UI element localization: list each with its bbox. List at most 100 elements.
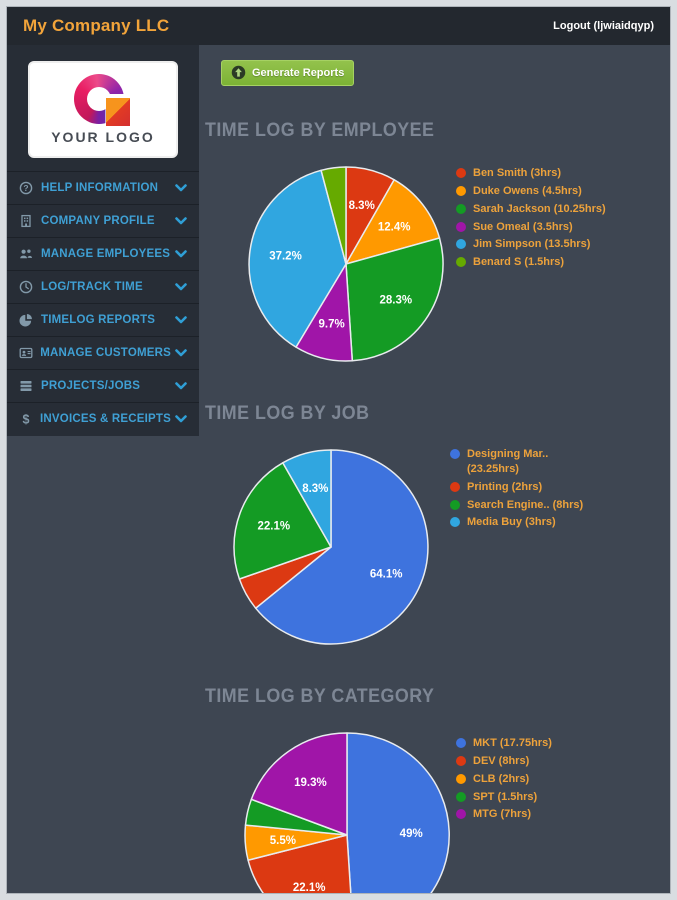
legend-dot-icon [456,755,466,766]
legend-label: CLB (2hrs) [473,772,530,785]
main-panel: Generate Reports TIME LOG BY EMPLOYEE 8.3… [199,45,670,893]
legend-label: MTG (7hrs) [473,808,532,821]
legend-label: Sarah Jackson (10.25hrs) [473,202,606,215]
app-window: My Company LLC Logout (ljwiaidqyp) YOUR … [7,7,670,893]
legend-dot-icon [456,257,466,268]
content-area: YOUR LOGO ? HELP INFORMATION COMPANY PROFI… [7,45,670,893]
pie-icon [19,313,41,327]
legend-label: Duke Owens (4.5hrs) [473,184,582,197]
chart-legend: MKT (17.75hrs) DEV (8hrs) CLB (2hrs) SPT (1… [456,736,608,825]
logout-link[interactable]: Logout (ljwiaidqyp) [553,20,654,32]
svg-text:37.2%: 37.2% [269,250,302,262]
chart-legend: Designing Mar.. (23.25hrs) Printing (2hrs… [450,447,602,533]
pie-chart: 8.3% 12.4% 28.3% 9.7% 37.2% [246,164,446,369]
legend-label: Ben Smith (3hrs) [473,167,562,179]
legend-item: Designing Mar.. (23.25hrs) [450,447,602,477]
svg-text:12.4%: 12.4% [378,222,411,234]
legend-dot-icon [450,499,460,510]
sidebar-item-timelog-reports[interactable]: TIMELOG REPORTS [7,303,199,336]
sidebar-item-manage-customers[interactable]: MANAGE CUSTOMERS [7,336,199,369]
dollar-icon: $ [19,412,40,426]
svg-text:22.1%: 22.1% [293,882,326,893]
chevron-down-icon [175,349,187,357]
chevron-down-icon [175,415,187,423]
charts-root: TIME LOG BY EMPLOYEE 8.3% 12.4% 28.3% 9.7% 37… [205,120,660,893]
legend-item: SPT (1.5hrs) [456,790,608,805]
chevron-down-icon [175,217,187,225]
legend-label: Benard S (1.5hrs) [473,256,565,269]
svg-text:$: $ [23,412,30,426]
upload-arrow-icon [231,65,246,80]
company-title: My Company LLC [23,16,170,35]
sidebar-item-company-profile[interactable]: COMPANY PROFILE [7,204,199,237]
svg-text:9.7%: 9.7% [318,318,344,330]
chart-section-time-log-by-employee: TIME LOG BY EMPLOYEE 8.3% 12.4% 28.3% 9.7% 37… [205,120,660,369]
legend-item: MTG (7hrs) [456,807,608,822]
legend-item: Ben Smith (3hrs) [456,166,608,181]
chart-title: TIME LOG BY JOB [205,403,370,424]
svg-text:19.3%: 19.3% [294,777,327,789]
legend-dot-icon [456,791,466,802]
chart-title: TIME LOG BY CATEGORY [205,686,435,707]
sidebar-item-label: MANAGE CUSTOMERS [40,347,171,359]
legend-dot-icon [456,773,466,784]
svg-text:8.3%: 8.3% [349,200,375,212]
legend-dot-icon [456,239,466,250]
building-icon [19,214,41,228]
legend-item: Duke Owens (4.5hrs) [456,184,608,199]
help-icon: ? [19,181,41,195]
sidebar-item-label: LOG/TRACK TIME [41,281,143,293]
legend-dot-icon [456,221,466,232]
chart-title: TIME LOG BY EMPLOYEE [205,120,435,141]
sidebar: YOUR LOGO ? HELP INFORMATION COMPANY PROFI… [7,45,199,436]
legend-item: DEV (8hrs) [456,754,608,769]
chevron-down-icon [175,283,187,291]
pie-chart: 49% 22.1% 5.5% 19.3% [242,730,452,893]
legend-dot-icon [450,517,460,528]
sidebar-item-label: INVOICES & RECEIPTS [40,413,171,425]
sidebar-item-help-information[interactable]: ? HELP INFORMATION [7,171,199,204]
clock-icon [19,280,41,294]
legend-label: MKT (17.75hrs) [473,737,552,749]
legend-label: DEV (8hrs) [473,754,530,767]
sidebar-item-label: PROJECTS/JOBS [41,380,141,392]
svg-text:64.1%: 64.1% [370,568,403,580]
svg-text:5.5%: 5.5% [270,835,296,847]
sidebar-item-log-track-time[interactable]: LOG/TRACK TIME [7,270,199,303]
list-icon [19,379,41,393]
top-header: My Company LLC Logout (ljwiaidqyp) [7,7,670,45]
company-logo: YOUR LOGO [28,61,178,158]
legend-label: Search Engine.. (8hrs) [467,498,584,511]
legend-dot-icon [456,809,466,820]
legend-item: Media Buy (3hrs) [450,515,602,530]
svg-text:8.3%: 8.3% [302,483,328,495]
chart-legend: Ben Smith (3hrs) Duke Owens (4.5hrs) Sarah… [456,166,608,273]
legend-dot-icon [450,449,460,459]
generate-reports-label: Generate Reports [252,66,345,79]
legend-item: Jim Simpson (13.5hrs) [456,237,608,252]
sidebar-item-manage-employees[interactable]: MANAGE EMPLOYEES [7,237,199,270]
legend-label: Media Buy (3hrs) [467,516,556,529]
sidebar-item-invoices-receipts[interactable]: $ INVOICES & RECEIPTS [7,402,199,435]
legend-item: Sarah Jackson (10.25hrs) [456,202,608,217]
legend-label: Sue Omeal (3.5hrs) [473,220,573,233]
id-card-icon [19,346,40,360]
chevron-down-icon [175,316,187,324]
sidebar-menu: ? HELP INFORMATION COMPANY PROFILE MANAGE E… [7,171,199,435]
chart-section-time-log-by-category: TIME LOG BY CATEGORY 49% 22.1% 5.5% 19.3% MKT… [205,686,660,893]
generate-reports-button[interactable]: Generate Reports [221,60,355,86]
legend-dot-icon [450,481,460,492]
sidebar-item-label: TIMELOG REPORTS [41,314,156,326]
legend-item: Printing (2hrs) [450,480,602,495]
sidebar-item-projects-jobs[interactable]: PROJECTS/JOBS [7,369,199,402]
legend-item: MKT (17.75hrs) [456,736,608,751]
svg-text:22.1%: 22.1% [257,521,290,533]
svg-text:49%: 49% [400,828,423,840]
legend-dot-icon [456,185,466,196]
legend-label: Jim Simpson (13.5hrs) [473,238,591,251]
legend-label: SPT (1.5hrs) [473,790,538,803]
users-icon [19,247,41,261]
sidebar-item-label: MANAGE EMPLOYEES [41,248,171,260]
legend-dot-icon [456,738,466,748]
legend-item: Benard S (1.5hrs) [456,255,608,270]
